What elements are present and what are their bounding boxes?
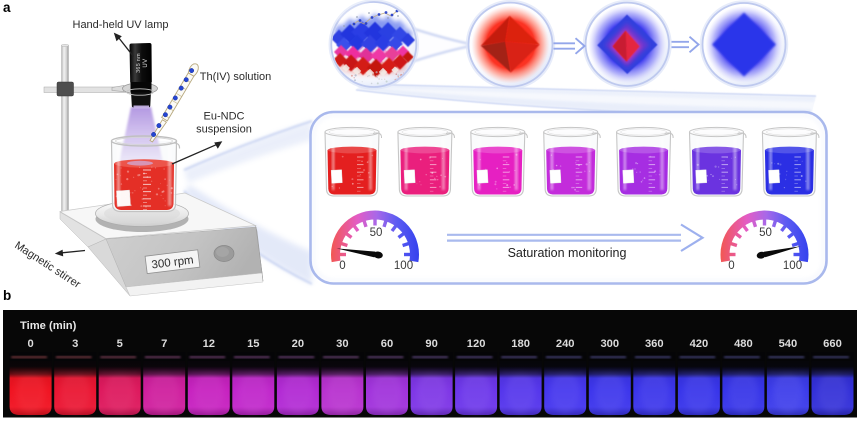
svg-text:50: 50 <box>759 227 772 239</box>
svg-text:Time (min): Time (min) <box>20 320 77 332</box>
svg-text:540: 540 <box>779 338 798 350</box>
svg-text:360: 360 <box>645 338 664 350</box>
svg-text:365 nm: 365 nm <box>136 53 142 73</box>
svg-text:180: 180 <box>511 338 530 350</box>
svg-text:240: 240 <box>556 338 575 350</box>
svg-text:100: 100 <box>394 260 413 272</box>
svg-text:60: 60 <box>381 338 393 350</box>
svg-text:90: 90 <box>425 338 437 350</box>
svg-text:100: 100 <box>783 260 802 272</box>
svg-text:15: 15 <box>247 338 259 350</box>
svg-text:Eu-NDC: Eu-NDC <box>204 111 245 123</box>
svg-text:30: 30 <box>336 338 348 350</box>
svg-text:Saturation monitoring: Saturation monitoring <box>508 246 627 260</box>
svg-text:b: b <box>3 288 11 303</box>
svg-text:3: 3 <box>72 338 78 350</box>
svg-text:12: 12 <box>203 338 215 350</box>
svg-text:a: a <box>3 0 11 15</box>
svg-text:0: 0 <box>728 260 734 272</box>
svg-text:480: 480 <box>734 338 753 350</box>
svg-text:Magnetic stirrer: Magnetic stirrer <box>12 239 82 291</box>
svg-text:120: 120 <box>467 338 486 350</box>
svg-text:300 rpm: 300 rpm <box>151 254 194 271</box>
svg-text:20: 20 <box>292 338 304 350</box>
svg-text:300: 300 <box>600 338 619 350</box>
svg-text:Hand-held UV lamp: Hand-held UV lamp <box>73 19 169 31</box>
svg-text:50: 50 <box>370 227 383 239</box>
svg-text:7: 7 <box>161 338 167 350</box>
svg-text:0: 0 <box>339 260 345 272</box>
svg-text:suspension: suspension <box>196 124 252 136</box>
svg-text:0: 0 <box>27 338 33 350</box>
svg-text:Th(IV) solution: Th(IV) solution <box>200 71 272 83</box>
svg-text:5: 5 <box>117 338 123 350</box>
svg-text:420: 420 <box>690 338 709 350</box>
svg-text:660: 660 <box>823 338 842 350</box>
svg-text:UV: UV <box>143 58 149 67</box>
